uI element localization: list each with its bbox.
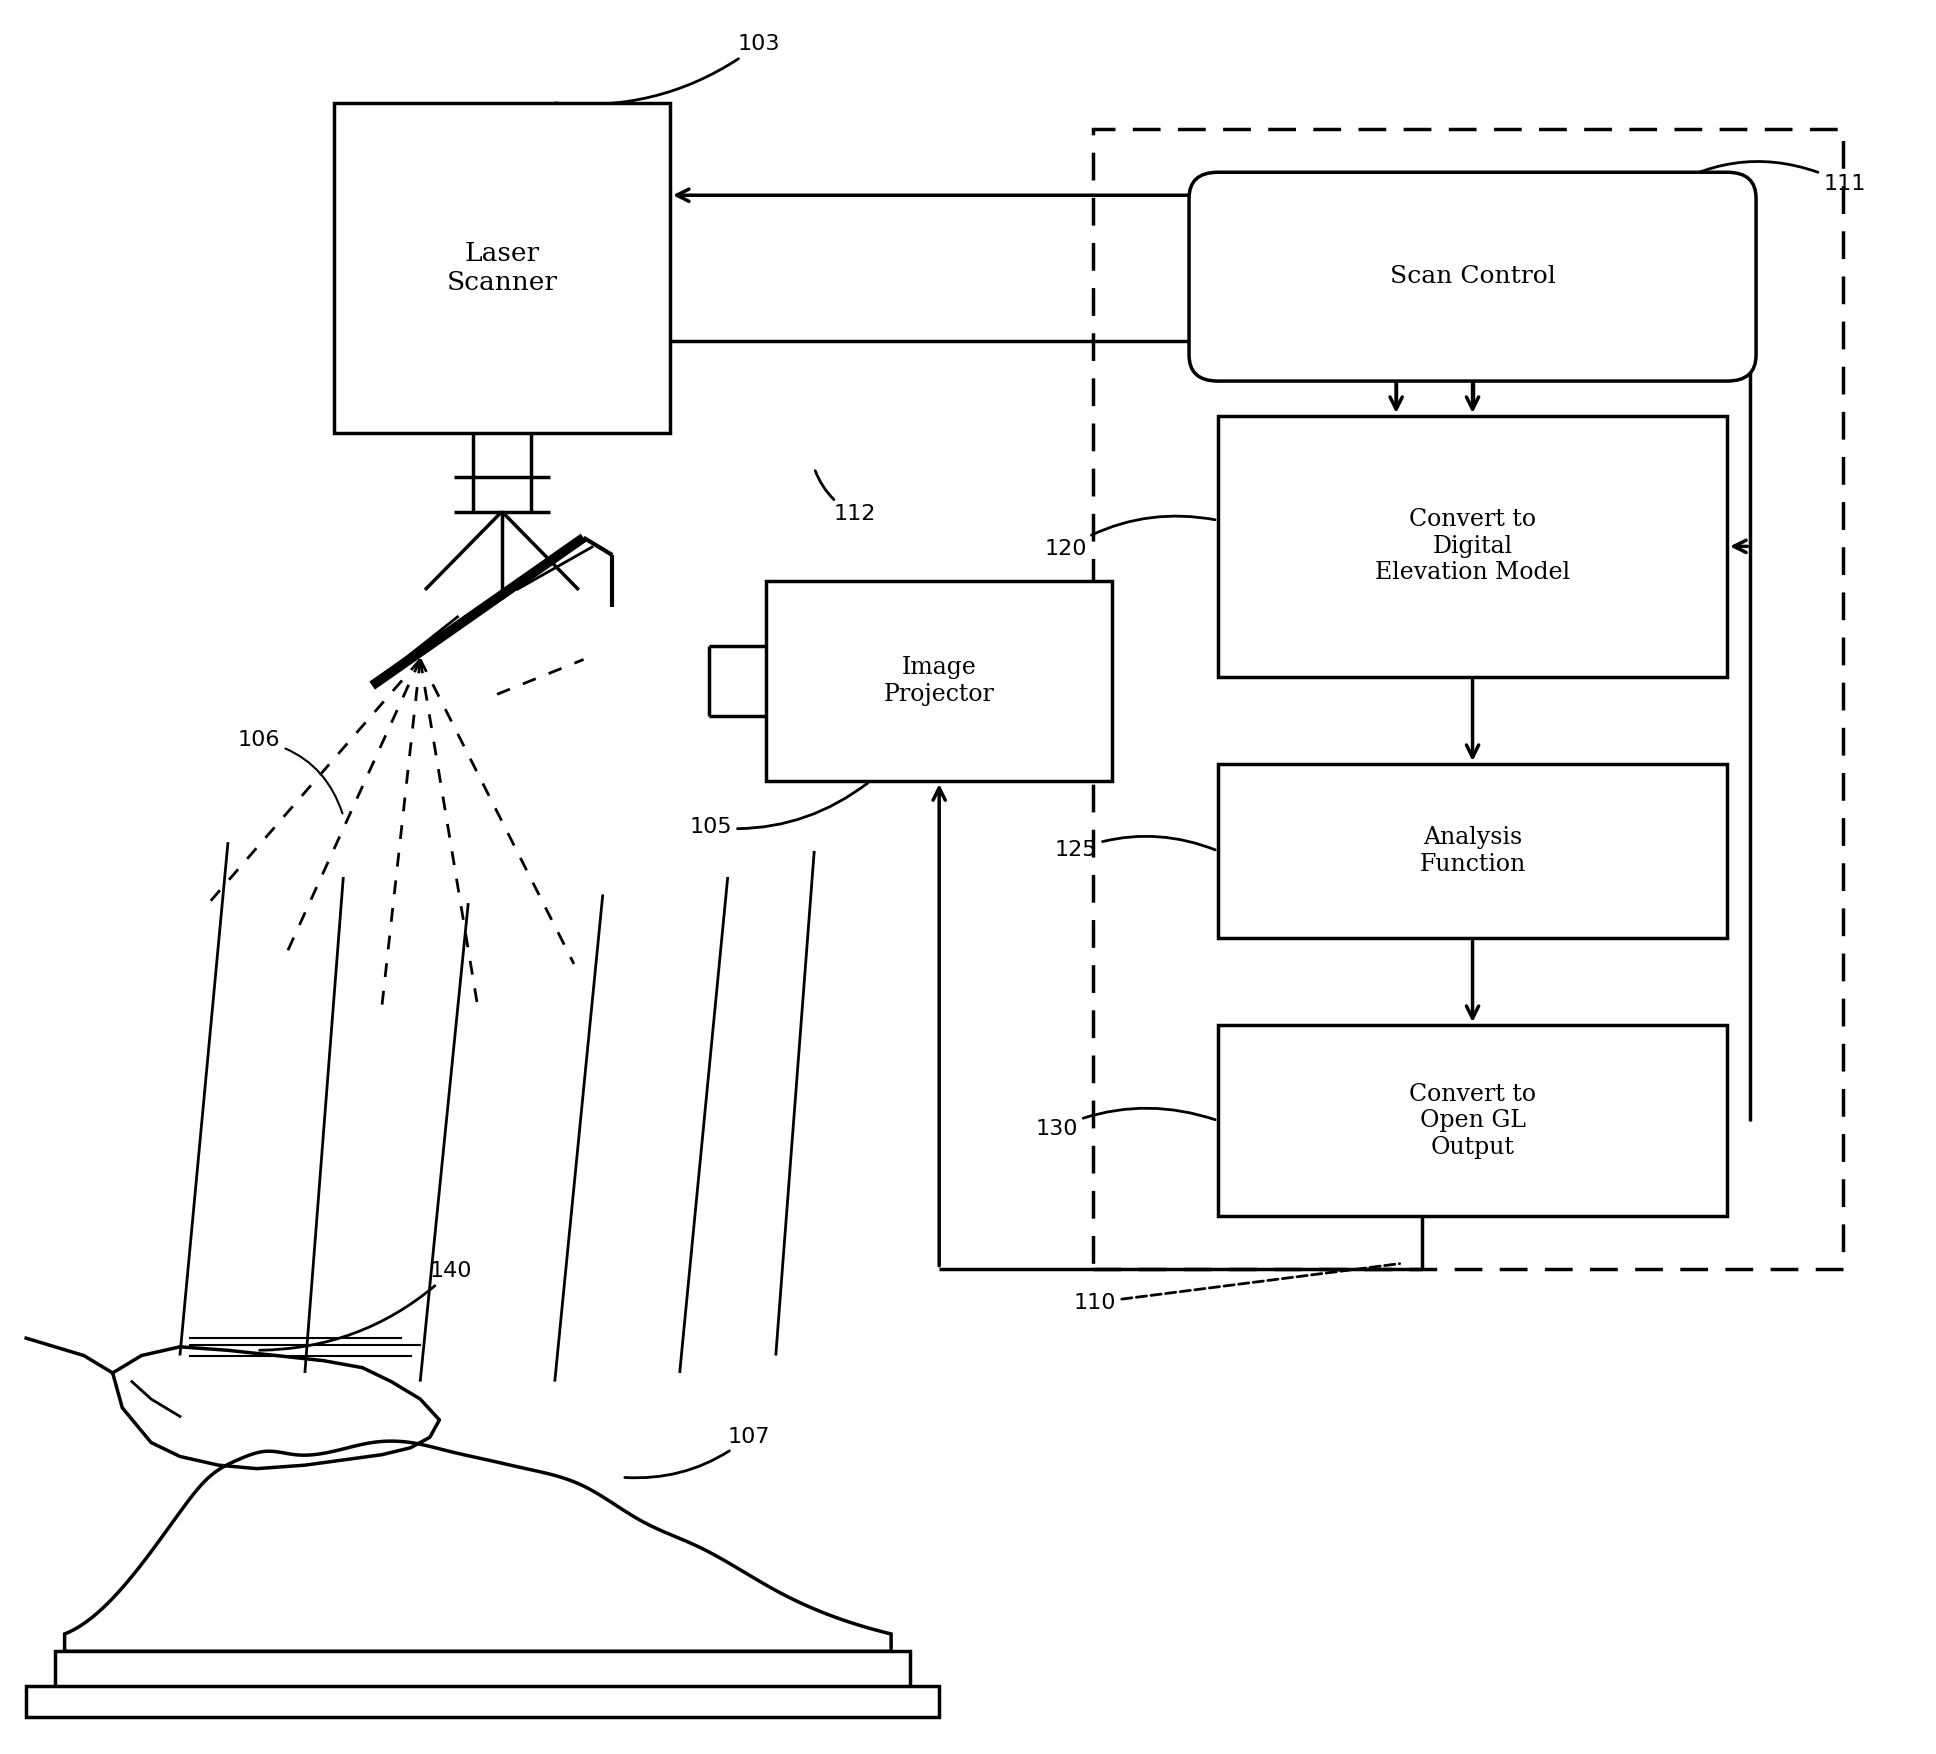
Text: Analysis
Function: Analysis Function xyxy=(1419,826,1526,875)
FancyBboxPatch shape xyxy=(1189,172,1756,381)
FancyBboxPatch shape xyxy=(1218,1024,1727,1216)
FancyBboxPatch shape xyxy=(767,581,1111,781)
Text: 105: 105 xyxy=(689,782,867,837)
FancyBboxPatch shape xyxy=(27,1686,939,1717)
Text: Image
Projector: Image Projector xyxy=(883,656,995,707)
Text: 125: 125 xyxy=(1055,837,1216,859)
Text: Convert to
Open GL
Output: Convert to Open GL Output xyxy=(1409,1082,1535,1159)
Text: Scan Control: Scan Control xyxy=(1390,265,1555,288)
Text: 140: 140 xyxy=(259,1261,472,1351)
Text: 110: 110 xyxy=(1074,1263,1400,1312)
Text: Convert to
Digital
Elevation Model: Convert to Digital Elevation Model xyxy=(1375,509,1570,584)
Text: 120: 120 xyxy=(1045,516,1216,560)
FancyBboxPatch shape xyxy=(1218,765,1727,938)
FancyBboxPatch shape xyxy=(54,1651,910,1689)
Text: 107: 107 xyxy=(625,1426,771,1479)
FancyBboxPatch shape xyxy=(333,103,670,433)
Polygon shape xyxy=(64,1442,891,1651)
Text: Laser
Scanner: Laser Scanner xyxy=(447,240,558,295)
Text: 106: 106 xyxy=(238,730,343,814)
Text: 130: 130 xyxy=(1036,1109,1216,1138)
Text: 103: 103 xyxy=(556,35,780,105)
FancyBboxPatch shape xyxy=(1218,416,1727,677)
Text: 111: 111 xyxy=(1653,161,1866,196)
Text: 112: 112 xyxy=(815,470,875,524)
